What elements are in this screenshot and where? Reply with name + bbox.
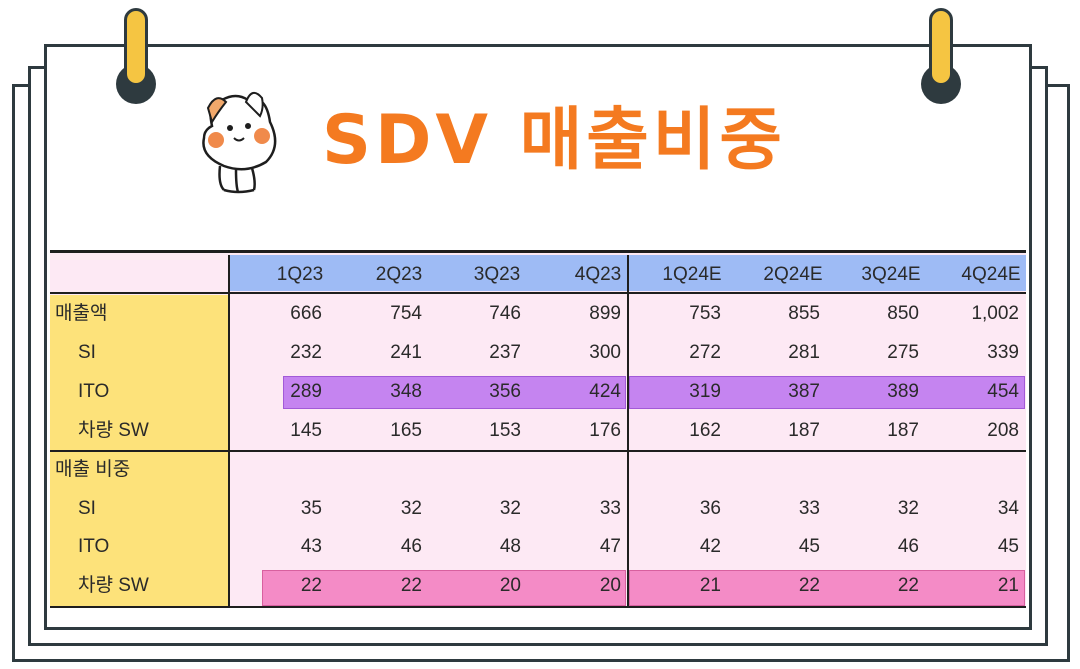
row-label: ITO — [78, 381, 110, 402]
table-cell: 272 — [689, 342, 721, 363]
table-cell: 241 — [390, 342, 422, 363]
label-column-divider — [228, 255, 230, 606]
table-cell: 43 — [300, 536, 322, 557]
table-cell: 21 — [699, 575, 721, 596]
page-title: SDV 매출비중 — [322, 101, 786, 180]
column-header: 2Q24E — [763, 264, 823, 285]
vehicle-sw-share-highlight-2024 — [629, 570, 1025, 606]
table-cell: 319 — [689, 381, 721, 402]
table-cell: 20 — [599, 575, 621, 596]
year-divider — [627, 255, 629, 606]
table-cell: 281 — [788, 342, 820, 363]
ito-highlight-2024 — [629, 376, 1025, 409]
table-cell: 165 — [390, 420, 422, 441]
table-cell: 187 — [887, 420, 919, 441]
table-cell: 208 — [987, 420, 1019, 441]
table-cell: 21 — [997, 575, 1019, 596]
table-cell: 746 — [489, 303, 521, 324]
row-label: SI — [78, 342, 96, 363]
table-cell: 389 — [887, 381, 919, 402]
table-cell: 35 — [300, 498, 322, 519]
table-cell: 32 — [499, 498, 521, 519]
table-cell: 47 — [599, 536, 621, 557]
vehicle-sw-share-highlight-2023 — [262, 570, 626, 606]
table-cell: 22 — [400, 575, 422, 596]
header-divider — [50, 292, 1026, 294]
table-cell: 754 — [390, 303, 422, 324]
row-label: 매출액 — [55, 303, 108, 324]
table-cell: 32 — [897, 498, 919, 519]
table-cell: 176 — [589, 420, 621, 441]
row-label: ITO — [78, 536, 110, 557]
table-cell: 162 — [689, 420, 721, 441]
ito-highlight-2023 — [283, 376, 626, 409]
table-cell: 855 — [788, 303, 820, 324]
table-cell: 666 — [290, 303, 322, 324]
table-cell: 153 — [489, 420, 521, 441]
table-cell: 45 — [997, 536, 1019, 557]
row-label: SI — [78, 498, 96, 519]
row-label: 차량 SW — [78, 420, 149, 441]
table-cell: 33 — [599, 498, 621, 519]
binder-pin-right — [929, 8, 953, 86]
table-cell: 356 — [489, 381, 521, 402]
table-cell: 237 — [489, 342, 521, 363]
table-cell: 22 — [798, 575, 820, 596]
column-header: 4Q23 — [574, 264, 622, 285]
table-top-rule — [50, 250, 1026, 253]
cat-mascot-icon — [202, 91, 277, 194]
table-cell: 454 — [987, 381, 1019, 402]
table-cell: 48 — [499, 536, 521, 557]
table-cell: 300 — [589, 342, 621, 363]
table-cell: 20 — [499, 575, 521, 596]
table-cell: 46 — [400, 536, 422, 557]
table-cell: 899 — [589, 303, 621, 324]
table-cell: 46 — [897, 536, 919, 557]
table-cell: 387 — [788, 381, 820, 402]
section-divider — [50, 450, 1026, 452]
table-cell: 22 — [897, 575, 919, 596]
table-cell: 753 — [689, 303, 721, 324]
table-cell: 289 — [290, 381, 322, 402]
table-cell: 232 — [290, 342, 322, 363]
table-cell: 42 — [699, 536, 721, 557]
row-label: 차량 SW — [78, 575, 149, 596]
column-header: 1Q23 — [276, 264, 324, 285]
table-cell: 45 — [798, 536, 820, 557]
table-cell: 187 — [788, 420, 820, 441]
column-header: 3Q23 — [473, 264, 521, 285]
table-cell: 348 — [390, 381, 422, 402]
table-cell: 33 — [798, 498, 820, 519]
table-cell: 22 — [300, 575, 322, 596]
table-cell: 339 — [987, 342, 1019, 363]
column-header: 1Q24E — [662, 264, 722, 285]
column-header: 2Q23 — [375, 264, 423, 285]
table-cell: 32 — [400, 498, 422, 519]
column-header: 3Q24E — [861, 264, 921, 285]
table-bottom-rule — [50, 606, 1026, 608]
table-cell: 1,002 — [971, 303, 1019, 324]
table-cell: 34 — [997, 498, 1019, 519]
table-cell: 850 — [887, 303, 919, 324]
row-label: 매출 비중 — [55, 459, 131, 480]
table-cell: 275 — [887, 342, 919, 363]
table-cell: 36 — [699, 498, 721, 519]
table-cell: 145 — [290, 420, 322, 441]
binder-pin-left — [124, 8, 148, 86]
column-header: 4Q24E — [961, 264, 1021, 285]
table-cell: 424 — [589, 381, 621, 402]
